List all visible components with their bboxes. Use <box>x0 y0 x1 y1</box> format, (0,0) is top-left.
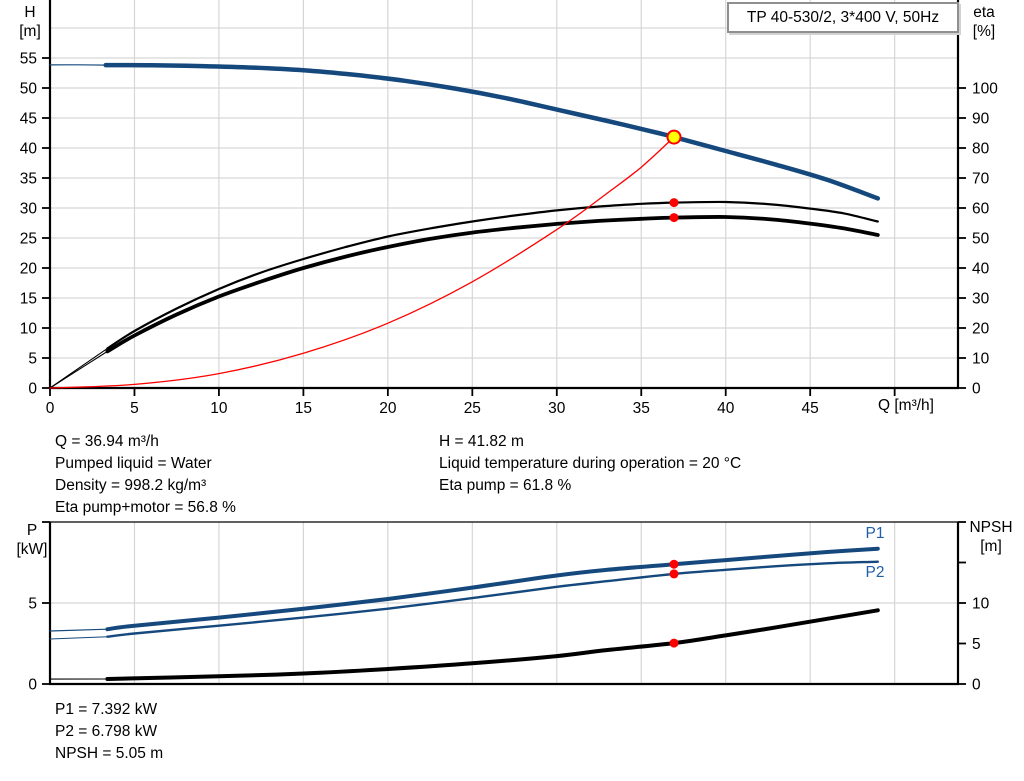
q-axis-title: Q [m³/h] <box>878 397 934 414</box>
y-right-tick-label: 70 <box>972 171 990 188</box>
p1-curve <box>105 546 880 632</box>
duty-point <box>666 129 682 145</box>
y-right-tick-label: 100 <box>972 81 998 98</box>
head-curve <box>103 62 881 201</box>
stat-density: Density = 998.2 kg/m³ <box>55 477 207 494</box>
y-left-tick-label: 55 <box>20 51 37 68</box>
y-right-tick-label: 10 <box>972 596 990 613</box>
x-tick-label: 25 <box>464 400 481 417</box>
eta-pump-motor-curve <box>105 215 880 354</box>
stat-head: H = 41.82 m <box>439 433 524 450</box>
y-right-tick-label: 80 <box>972 141 990 158</box>
p1-curve-lead <box>49 628 108 632</box>
y-left-tick-label: 5 <box>28 596 37 613</box>
y-right-tick-label: 20 <box>972 321 990 338</box>
y-right-tick-label: 0 <box>972 381 981 398</box>
npsh-axis-symbol: NPSH <box>969 519 1013 536</box>
system-curve <box>49 136 675 389</box>
p1-curve-label: P1 <box>865 525 885 542</box>
stat-pumped-liquid: Pumped liquid = Water <box>55 455 212 472</box>
p2-curve-label: P2 <box>865 564 885 581</box>
y-left-tick-label: 35 <box>20 171 37 188</box>
npsh-axis-unit: [m] <box>980 538 1002 555</box>
x-tick-label: 5 <box>130 400 139 417</box>
eta-axis-unit: [%] <box>972 23 996 40</box>
eta-axis-title: eta [%] <box>962 3 1006 41</box>
y-right-tick-label: 0 <box>972 677 981 694</box>
h-axis-title: H [m] <box>10 3 50 41</box>
y-right-tick-label: 30 <box>972 291 990 308</box>
y-right-tick-label: 40 <box>972 261 990 278</box>
p2-curve <box>106 560 879 638</box>
h-axis-symbol: H <box>24 4 36 21</box>
y-left-tick-label: 30 <box>20 201 38 218</box>
y-left-tick-label: 10 <box>20 321 38 338</box>
p2-point <box>669 569 679 579</box>
y-left-tick-label: 15 <box>20 291 37 308</box>
p-axis-symbol: P <box>26 522 38 539</box>
p-axis-unit: [kW] <box>16 541 48 558</box>
x-tick-label: 0 <box>46 400 55 417</box>
y-right-tick-label: 5 <box>972 636 981 653</box>
power-npsh-chart: 0 5 0 5 10 <box>28 521 990 694</box>
y-left-tick-label: 45 <box>20 111 37 128</box>
y-right-tick-label: 60 <box>972 201 990 218</box>
p1-point <box>669 559 679 569</box>
eta-axis-symbol: eta <box>973 4 995 21</box>
y-left-tick-label: 0 <box>28 381 37 398</box>
x-tick-label: 35 <box>633 400 650 417</box>
pump-title-box: TP 40-530/2, 3*400 V, 50Hz <box>727 2 959 33</box>
stat-eta-pump-motor: Eta pump+motor = 56.8 % <box>55 499 236 516</box>
y-right-tick-label: 90 <box>972 111 990 128</box>
y-left-tick-label: 25 <box>20 231 37 248</box>
eta-pump-point <box>669 198 679 208</box>
stat-flow: Q = 36.94 m³/h <box>55 433 159 450</box>
x-tick-label: 30 <box>548 400 566 417</box>
x-tick-label: 15 <box>295 400 312 417</box>
y-right-tick-label: 50 <box>972 231 990 248</box>
y-left-tick-label: 40 <box>20 141 38 158</box>
npsh-axis-title: NPSH [m] <box>960 518 1022 556</box>
stat-eta-pump: Eta pump = 61.8 % <box>439 477 572 494</box>
x-tick-label: 10 <box>210 400 228 417</box>
p2-curve-lead <box>49 636 108 640</box>
eta-pump-motor-curve-lead <box>49 350 108 389</box>
y-left-tick-label: 50 <box>20 81 38 98</box>
h-axis-unit: [m] <box>19 23 41 40</box>
stat-liquid-temperature: Liquid temperature during operation = 20… <box>439 455 742 472</box>
stat-npsh: NPSH = 5.05 m <box>55 745 164 762</box>
x-tick-label: 20 <box>379 400 397 417</box>
h-q-chart: 0510152025303540455055010203040506070809… <box>20 0 998 417</box>
npsh-point <box>669 638 679 648</box>
npsh-curve <box>105 608 880 681</box>
eta-pump-motor-point <box>669 213 679 223</box>
y-right-tick-label: 10 <box>972 351 990 368</box>
x-tick-label: 40 <box>717 400 735 417</box>
x-tick-label: 45 <box>802 400 819 417</box>
y-left-tick-label: 20 <box>20 261 38 278</box>
eta-pump-curve <box>106 200 879 350</box>
p-axis-title: P [kW] <box>8 521 56 559</box>
y-left-tick-label: 5 <box>28 351 37 368</box>
stat-p2: P2 = 6.798 kW <box>55 723 158 740</box>
stat-p1: P1 = 7.392 kW <box>55 701 158 718</box>
y-left-tick-label: 0 <box>28 677 37 694</box>
